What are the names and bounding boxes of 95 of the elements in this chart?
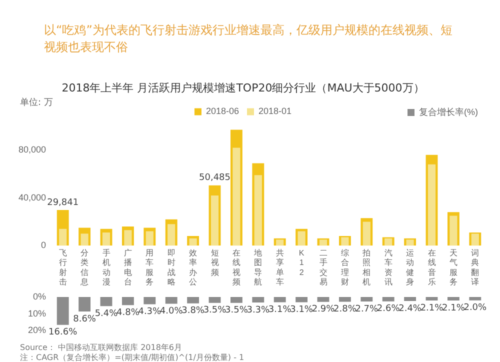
bar [102, 232, 110, 246]
bar [56, 297, 69, 325]
bar [469, 297, 482, 300]
bar [80, 234, 88, 246]
bar [298, 231, 306, 246]
bar [252, 297, 264, 303]
bar [426, 297, 438, 301]
chart-subtitle: 以“吃鸡”为代表的飞行射击游戏行业增速最高，亿级用户规模的在线视频、短视频也表现不俗 [44, 22, 454, 56]
data-label: 2.1% [442, 303, 466, 314]
x-tick-label: 天气服务 [449, 248, 458, 286]
data-label: 4.8% [116, 308, 140, 318]
bar [276, 240, 284, 246]
bar [144, 297, 156, 304]
bar [384, 238, 392, 246]
data-label: 29,841 [47, 198, 79, 208]
x-tick-label: 综合理财 [340, 248, 349, 286]
bar [122, 297, 134, 306]
x-tick-label: 即时战略 [167, 248, 176, 286]
x-tick-label: 手机动漫 [102, 248, 110, 286]
bar [254, 175, 262, 246]
data-label: 16.6% [48, 328, 78, 338]
data-label: 3.1% [268, 305, 292, 316]
bar [404, 297, 416, 302]
x-tick-label: 在线音乐 [428, 248, 436, 286]
bar [317, 297, 330, 302]
bar [362, 222, 370, 246]
legend-label: 2018-06 [206, 106, 239, 116]
data-label: 3.3% [246, 305, 270, 316]
data-label: 4.0% [160, 306, 184, 317]
x-tick-label: 分类信息 [80, 248, 89, 286]
data-label: 2.9% [312, 304, 336, 315]
data-label: 2.4% [398, 304, 422, 314]
x-tick-label: 在线视频 [232, 248, 240, 286]
data-label: 2.7% [355, 304, 379, 314]
bar [78, 297, 91, 312]
bar [146, 231, 154, 246]
y-tick-label: 40,000 [18, 192, 46, 202]
bar [210, 195, 219, 246]
x-tick-label: 运动健身 [406, 248, 414, 286]
y-tick-label: 0% [32, 291, 46, 302]
data-label: 2.1% [420, 303, 444, 314]
bar [187, 297, 200, 304]
bar [100, 297, 112, 306]
y-tick-label: 20% [28, 325, 46, 336]
data-label: 8.6% [73, 314, 96, 324]
chart-title: 2018年上半年 月活跃用户规模增速TOP20细分行业（MAU大于5000万） [62, 81, 424, 94]
y-tick-label: 10% [28, 308, 46, 318]
bar [274, 297, 286, 302]
data-label: 50,485 [199, 173, 230, 184]
y-axis-title: 单位: 万 [20, 97, 53, 108]
data-label: 5.4% [94, 308, 118, 319]
x-tick-label: 拍照相机 [362, 248, 371, 286]
bar [165, 297, 178, 304]
bar [471, 234, 479, 246]
data-label: 2.0% [464, 303, 488, 314]
legend-label: 复合增长率(%) [419, 106, 478, 117]
x-tick-label: 用车服务 [146, 248, 154, 286]
bar [124, 230, 132, 246]
bar [447, 297, 460, 301]
bar [168, 224, 176, 246]
x-tick-label: K12 [298, 248, 305, 277]
bar [232, 148, 240, 246]
bar [338, 297, 351, 302]
data-label: 4.3% [138, 307, 162, 318]
legend-label: 2018-01 [258, 106, 292, 116]
data-label: 3.1% [290, 305, 314, 316]
y-tick-label: 80,000 [18, 144, 46, 155]
x-tick-label: 效率办公 [189, 248, 198, 286]
bar [428, 164, 436, 246]
x-tick-label: 二手交易 [319, 248, 328, 286]
bar [406, 240, 414, 246]
y-tick-label: 0 [40, 240, 46, 250]
bar [230, 297, 242, 303]
bar [341, 237, 349, 246]
bar [360, 297, 373, 302]
x-tick-label: 飞行射击 [58, 248, 67, 286]
source-note: Source： 中国移动互联网数据库 2018年6月 [20, 342, 182, 353]
x-tick-label: 广播电台 [124, 248, 132, 286]
x-tick-label: 汽车资讯 [384, 248, 392, 286]
x-tick-label: 共享单车 [276, 248, 284, 286]
data-label: 3.5% [225, 306, 248, 316]
data-label: 2.6% [376, 304, 400, 314]
bar [208, 297, 221, 303]
bar [450, 216, 458, 246]
bar [189, 238, 197, 246]
x-tick-label: 地图导航 [253, 248, 262, 286]
bar [59, 228, 67, 246]
x-tick-label: 词典翻译 [471, 248, 480, 286]
data-label: 2.8% [334, 304, 357, 315]
text: 注：CAGR（复合增长率）=(期末值/期初值)^(1/月份数量) - 1 [20, 352, 244, 362]
x-tick-label: 短视频 [210, 248, 219, 277]
data-label: 3.5% [203, 306, 227, 316]
data-label: 3.8% [182, 306, 205, 316]
bar [382, 297, 394, 302]
bar [296, 297, 308, 302]
